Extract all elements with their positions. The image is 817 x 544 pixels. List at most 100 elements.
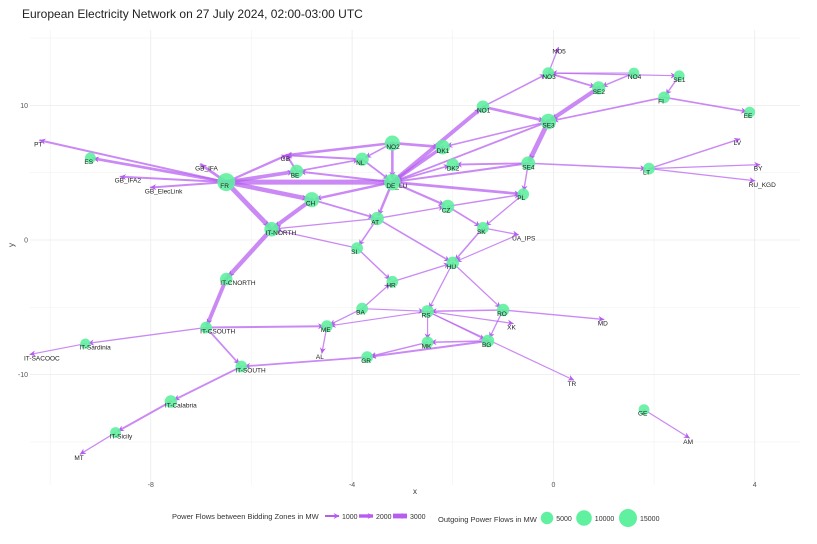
edge-FR-GB [225,154,288,184]
edge-SE3-DE_LU [396,120,550,182]
node-label-PL: PL [517,195,525,202]
edge-PL-SK [484,193,524,227]
node-EE [744,106,756,118]
node-label-IT-CNORTH: IT-CNORTH [220,280,256,287]
node-label-NO2: NO2 [386,144,400,151]
node-label-MD: MD [598,320,608,327]
node-label-HU: HU [447,264,457,271]
node-MK [421,336,434,349]
node-legend-label: 10000 [595,516,615,523]
node-SK [477,222,489,234]
node-NL [355,152,369,166]
node-legend-label: 15000 [640,516,660,523]
node-label-HR: HR [386,283,396,290]
x-tick-label: -4 [349,482,355,489]
node-label-IT-SACOOC: IT-SACOOC [24,355,60,362]
edge-NO3-SE1 [547,72,677,79]
node-label-CH: CH [306,201,316,208]
node-IT-Calabria [164,395,178,408]
edge-NL-GB [285,152,364,161]
edge-IT-SOUTH-IT-Calabria [173,365,243,401]
edge-IT-Sardinia-IT-SACOOC [29,343,86,357]
node-FR [217,173,236,192]
node-label-AL: AL [316,354,324,361]
edge-BG-GR [369,339,489,359]
edge-HU-RS [428,262,454,309]
edge-SE4-DK2 [455,161,530,168]
node-IT-Sardinia [80,338,91,349]
edge-FR-GB_ElecLink [149,181,228,191]
edge-BA-RS [361,307,425,314]
node-label-FI: FI [658,98,664,105]
node-label-SI: SI [351,249,357,256]
node-legend-title: Outgoing Power Flows in MW [438,515,538,524]
node-label-NL: NL [356,160,365,167]
edge-IT-Calabria-IT-Sicily [117,400,172,432]
y-tick-label: -10 [18,372,28,379]
node-label-NO5: NO5 [552,49,566,56]
edge-NO1-NO3 [482,73,547,108]
node-label-RU_KGD: RU_KGD [749,182,776,189]
edge-DE_LU-CZ [391,181,446,206]
node-label-RS: RS [422,312,432,319]
edge-IT-Sicily-MT [79,431,117,455]
node-IT-CSOUTH [200,321,213,334]
node-label-IT-SOUTH: IT-SOUTH [235,368,266,375]
x-tick-label: 4 [753,482,757,489]
node-SE1 [673,70,685,82]
node-BG [481,334,495,348]
node-SE3 [540,113,557,130]
node-DK1 [435,139,450,155]
node-label-NO1: NO1 [477,108,491,115]
node-label-IT-NORTH: IT-NORTH [266,230,297,237]
y-axis-label: y [7,243,16,247]
node-NO4 [628,67,640,79]
node-FI [658,91,670,104]
edge-UA_IPS-HU [455,234,519,263]
edge-AT-IT-NORTH [275,217,378,232]
node-label-DK2: DK2 [447,166,460,173]
node-label-DK1: DK1 [437,148,450,155]
node-GR [361,351,374,363]
edge-legend-label: 1000 [342,514,358,521]
node-label-GR: GR [361,358,371,365]
node-label-SE4: SE4 [522,164,535,171]
node-label-GB_IFA: GB_IFA [195,166,218,173]
node-CZ [441,199,455,213]
node-HR [386,275,399,288]
edge-SK-HU [454,227,484,261]
node-label-IT-CSOUTH: IT-CSOUTH [200,329,235,336]
node-label-CZ: CZ [442,207,451,214]
edge-SE4-DE_LU [396,162,530,184]
edge-SI-IT-NORTH [275,228,358,249]
node-NO1 [476,100,490,113]
node-label-LT: LT [643,170,650,177]
edge-RS-ME [329,310,429,328]
edge-HU-RO [452,262,501,309]
node-label-UA_IPS: UA_IPS [512,236,536,243]
edge-SK-UA_IPS [482,227,519,237]
node-label-SE3: SE3 [542,123,555,130]
chart-title: European Electricity Network on 27 July … [22,7,363,21]
edge-MK-GR [369,341,429,358]
node-LT [643,162,655,175]
x-tick-label: -8 [148,482,154,489]
edge-FI-SE3 [552,96,665,123]
node-GE [638,404,650,416]
edges [29,46,761,455]
edge-FR-CH [224,179,310,201]
edge-GR-IT-SOUTH [244,356,369,369]
node-label-FR: FR [220,183,229,190]
node-RO [496,303,510,317]
node-RS [421,305,434,318]
edge-IT-CNORTH-IT-CSOUTH [205,277,229,327]
y-tick-label: 0 [24,238,28,245]
edge-CH-AT [310,198,375,219]
node-label-LV: LV [734,140,742,147]
edge-LT-LV [648,137,741,170]
nodes [80,67,756,438]
node-label-TR: TR [568,381,577,388]
edge-FR-IT-NORTH [223,179,271,229]
node-label-IT-Sardinia: IT-Sardinia [79,345,111,352]
